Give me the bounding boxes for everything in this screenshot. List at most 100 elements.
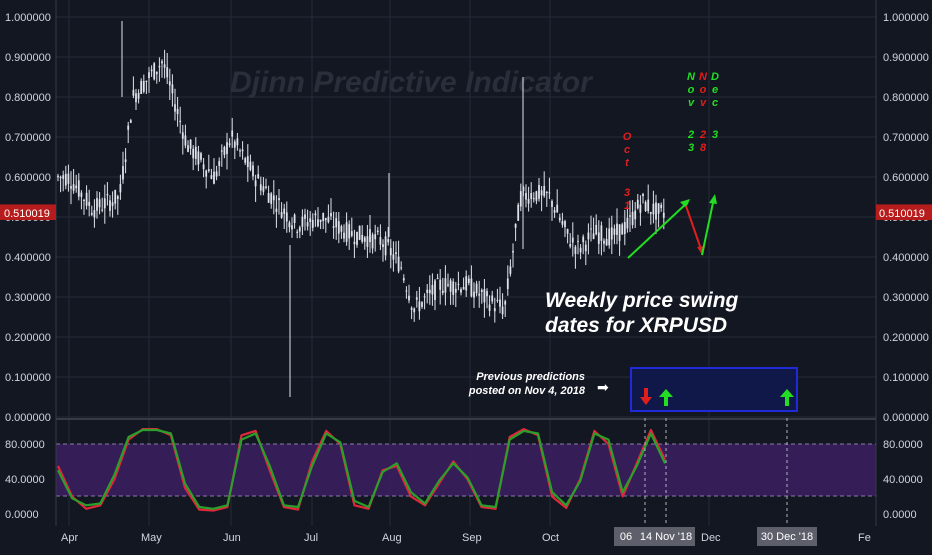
candle-body — [215, 171, 218, 177]
watermark: Djinn Predictive Indicator — [230, 66, 594, 99]
candle-body — [655, 202, 657, 220]
candle-body — [158, 66, 161, 68]
x-marker-bg — [637, 527, 695, 546]
candle-body — [618, 224, 621, 241]
candle-body — [291, 225, 293, 230]
candle-body — [504, 301, 507, 305]
candle-body — [192, 148, 195, 159]
candle-body — [642, 193, 644, 197]
candle-body — [140, 80, 143, 95]
oscillator-lines — [57, 428, 666, 512]
candle-body — [285, 212, 288, 222]
candle-body — [649, 211, 652, 214]
candle-body — [322, 212, 325, 222]
candle-body — [553, 210, 556, 213]
candle-body — [319, 219, 322, 222]
candle-body — [501, 306, 504, 315]
candle-body — [634, 210, 637, 220]
headline-line1: Weekly price swing — [545, 289, 739, 312]
osc-y-tick-right: 0.0000 — [883, 509, 917, 521]
x-tick-oct: Oct — [542, 532, 559, 544]
swing-day-char: 3 — [624, 187, 630, 199]
candle-body — [353, 241, 356, 245]
candle-body — [535, 191, 538, 201]
candle-body — [660, 204, 663, 208]
candle-body — [259, 184, 262, 191]
x-tick-aug: Aug — [382, 532, 402, 544]
oscillator-green-line — [57, 428, 666, 510]
price-tag-right: 0.510019 — [876, 204, 932, 220]
candle-body — [145, 80, 148, 82]
candle-body — [569, 244, 572, 247]
x-tick-jul: Jul — [304, 532, 318, 544]
candle-body — [402, 278, 405, 281]
candle-body — [444, 278, 447, 293]
candle-body — [236, 138, 239, 146]
grid — [56, 0, 876, 526]
prediction-box — [630, 367, 798, 412]
candle-body — [374, 234, 377, 240]
y-tick-right: 0.200000 — [883, 332, 929, 344]
candle-body — [114, 189, 117, 204]
y-tick-left: 0.200000 — [5, 332, 51, 344]
candle-body — [122, 166, 124, 180]
candle-body — [540, 190, 543, 196]
x-marker-2: 30 Dec '18 — [757, 527, 817, 546]
candle-body — [423, 296, 426, 298]
candle-body — [545, 191, 548, 193]
candle-body — [584, 244, 587, 252]
x-marker-1: 14 Nov '18 — [637, 527, 695, 546]
swing-day-char: 2 — [699, 129, 706, 141]
candle-body — [155, 71, 158, 75]
candle-body — [350, 231, 353, 236]
candle-body — [530, 192, 533, 200]
candle-body — [652, 203, 655, 215]
candle-body — [397, 256, 400, 272]
candle-body — [171, 84, 174, 94]
swing-month-char: e — [712, 84, 718, 96]
candle-body — [202, 164, 205, 170]
candle-body — [127, 125, 130, 130]
candle-body — [223, 147, 226, 155]
y-tick-left: 0.000000 — [5, 412, 51, 424]
candle-body — [298, 227, 301, 232]
candle-body — [119, 184, 122, 193]
price-tag-text: 0.510019 — [4, 208, 50, 220]
swing-month-char: N — [699, 71, 708, 83]
y-tick-right: 0.100000 — [883, 372, 929, 384]
candle-body — [454, 288, 457, 293]
x-marker-label: 14 Nov '18 — [640, 531, 692, 543]
y-tick-left: 0.300000 — [5, 292, 51, 304]
candle-body — [621, 224, 624, 235]
candle-body — [332, 226, 335, 228]
candle-body — [111, 202, 114, 206]
candle-body — [636, 199, 639, 209]
y-tick-right: 0.600000 — [883, 172, 929, 184]
candle-body — [200, 153, 202, 160]
candle-body — [551, 200, 553, 207]
candle-body — [480, 289, 483, 293]
swing-day-char: 2 — [687, 129, 694, 141]
candle-body — [88, 201, 91, 206]
candle-body — [168, 81, 171, 86]
swing-day-char: 8 — [700, 142, 707, 154]
candle-body — [577, 240, 579, 242]
candle-body — [579, 247, 582, 253]
candle-body — [324, 218, 327, 221]
candle-body — [135, 93, 137, 103]
candle-body — [283, 208, 286, 214]
candle-body — [493, 308, 496, 312]
candle-body — [470, 278, 473, 297]
x-tick-dec: Dec — [701, 532, 721, 544]
candle-body — [244, 158, 247, 163]
candle-body — [452, 281, 455, 295]
candle-body — [77, 180, 80, 197]
y-tick-right: 0.900000 — [883, 52, 929, 64]
swing-month-char: o — [688, 84, 695, 96]
candle-body — [327, 216, 330, 223]
candle-body — [376, 230, 379, 233]
candle-body — [366, 236, 369, 247]
x-tick-jun: Jun — [223, 532, 241, 544]
candle-body — [101, 209, 104, 211]
